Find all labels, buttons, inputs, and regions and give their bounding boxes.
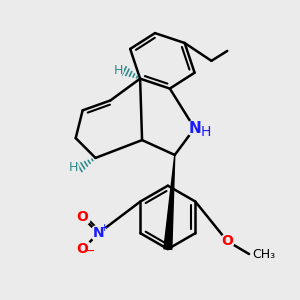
Text: N: N bbox=[188, 121, 201, 136]
Text: H: H bbox=[69, 161, 78, 174]
Text: CH₃: CH₃ bbox=[252, 248, 275, 260]
Text: H: H bbox=[200, 125, 211, 139]
Circle shape bbox=[74, 240, 92, 258]
Circle shape bbox=[91, 225, 106, 241]
Circle shape bbox=[187, 120, 202, 136]
Circle shape bbox=[69, 163, 79, 173]
Text: O: O bbox=[221, 234, 233, 248]
Text: N: N bbox=[93, 226, 104, 240]
Circle shape bbox=[220, 234, 234, 248]
Polygon shape bbox=[164, 155, 175, 249]
Text: −: − bbox=[84, 244, 95, 258]
Text: H: H bbox=[114, 64, 123, 77]
Circle shape bbox=[75, 209, 91, 225]
Text: O: O bbox=[77, 242, 88, 256]
Circle shape bbox=[113, 66, 123, 76]
Text: O: O bbox=[77, 210, 88, 224]
Text: +: + bbox=[100, 223, 109, 233]
